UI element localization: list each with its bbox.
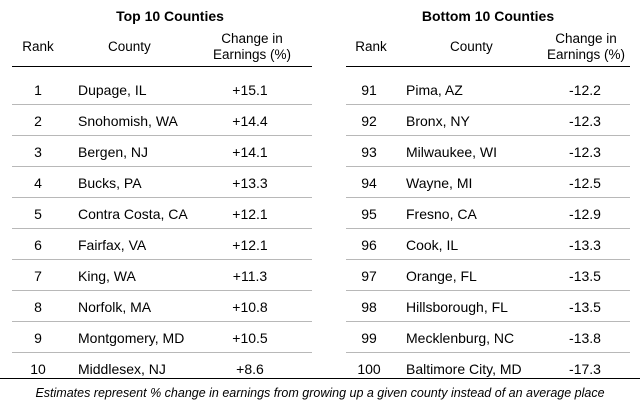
rank-cell: 91 bbox=[361, 82, 377, 98]
county-cell: Fairfax, VA bbox=[78, 237, 147, 253]
county-cell: Bergen, NJ bbox=[78, 144, 149, 160]
change-cell: +10.5 bbox=[232, 330, 268, 346]
table-row: 92 Bronx, NY -12.3 bbox=[346, 105, 630, 136]
rank-cell: 97 bbox=[361, 268, 377, 284]
county-cell: Montgomery, MD bbox=[78, 330, 185, 346]
change-cell: +14.4 bbox=[232, 113, 268, 129]
table-row: 9 Montgomery, MD +10.5 bbox=[12, 322, 312, 353]
table-row: 100 Baltimore City, MD -17.3 bbox=[346, 353, 630, 383]
table-row: 99 Mecklenburg, NC -13.8 bbox=[346, 322, 630, 353]
footnote: Estimates represent % change in earnings… bbox=[35, 386, 605, 400]
table-row: 4 Bucks, PA +13.3 bbox=[12, 167, 312, 198]
rank-cell: 95 bbox=[361, 206, 377, 222]
change-cell: -13.5 bbox=[569, 268, 601, 284]
county-cell: Hillsborough, FL bbox=[406, 299, 508, 315]
table-row: 3 Bergen, NJ +14.1 bbox=[12, 136, 312, 167]
footnote-divider bbox=[0, 378, 640, 379]
change-cell: +15.1 bbox=[232, 82, 268, 98]
change-cell: +12.1 bbox=[232, 206, 268, 222]
county-cell: Mecklenburg, NC bbox=[406, 330, 515, 346]
change-cell: +11.3 bbox=[232, 268, 268, 284]
rank-cell: 94 bbox=[361, 175, 377, 191]
rank-cell: 98 bbox=[361, 299, 377, 315]
change-cell: +13.3 bbox=[232, 175, 268, 191]
table-row: 97 Orange, FL -13.5 bbox=[346, 260, 630, 291]
table-row: 94 Wayne, MI -12.5 bbox=[346, 167, 630, 198]
rank-cell: 4 bbox=[34, 175, 42, 191]
bottom-10-title: Bottom 10 Counties bbox=[421, 8, 555, 24]
change-cell: -13.8 bbox=[569, 330, 601, 346]
change-cell: +8.6 bbox=[236, 361, 264, 377]
rank-cell: 99 bbox=[361, 330, 377, 346]
rank-cell: 1 bbox=[34, 82, 42, 98]
rank-cell: 2 bbox=[34, 113, 42, 129]
table-row: 6 Fairfax, VA +12.1 bbox=[12, 229, 312, 260]
change-cell: -12.3 bbox=[569, 144, 601, 160]
county-cell: Middlesex, NJ bbox=[78, 361, 166, 377]
change-cell: +14.1 bbox=[232, 144, 268, 160]
table-row: 7 King, WA +11.3 bbox=[12, 260, 312, 291]
rank-cell: 93 bbox=[361, 144, 377, 160]
table-row: 96 Cook, IL -13.3 bbox=[346, 229, 630, 260]
county-cell: Fresno, CA bbox=[406, 206, 477, 222]
rank-cell: 3 bbox=[34, 144, 42, 160]
top-10-header: Rank County Change in Earnings (%) bbox=[12, 28, 312, 67]
county-cell: Cook, IL bbox=[406, 237, 459, 253]
top-10-title: Top 10 Counties bbox=[116, 8, 224, 24]
change-cell: -12.2 bbox=[569, 82, 601, 98]
rank-cell: 9 bbox=[34, 330, 42, 346]
county-header: County bbox=[450, 39, 493, 54]
rank-header: Rank bbox=[22, 39, 54, 54]
rank-header: Rank bbox=[355, 39, 387, 54]
county-header: County bbox=[108, 39, 151, 54]
table-row: 8 Norfolk, MA +10.8 bbox=[12, 291, 312, 322]
county-cell: Norfolk, MA bbox=[78, 299, 152, 315]
change-cell: -12.5 bbox=[569, 175, 601, 191]
table-row: 91 Pima, AZ -12.2 bbox=[346, 74, 630, 105]
change-cell: -13.5 bbox=[569, 299, 601, 315]
top-10-rows: 1 Dupage, IL +15.1 2 Snohomish, WA +14.4 3 Berg… bbox=[12, 74, 312, 383]
county-cell: Milwaukee, WI bbox=[406, 144, 498, 160]
county-cell: Baltimore City, MD bbox=[406, 361, 522, 377]
table-row: 2 Snohomish, WA +14.4 bbox=[12, 105, 312, 136]
rank-cell: 10 bbox=[30, 361, 46, 377]
rank-cell: 8 bbox=[34, 299, 42, 315]
rank-cell: 92 bbox=[361, 113, 377, 129]
change-header: Change in Earnings (%) bbox=[212, 31, 292, 62]
county-cell: Bucks, PA bbox=[78, 175, 142, 191]
county-cell: Orange, FL bbox=[406, 268, 477, 284]
county-cell: Dupage, IL bbox=[78, 82, 147, 98]
change-cell: -12.9 bbox=[569, 206, 601, 222]
table-row: 10 Middlesex, NJ +8.6 bbox=[12, 353, 312, 383]
change-header: Change in Earnings (%) bbox=[546, 31, 626, 62]
rank-cell: 100 bbox=[357, 361, 381, 377]
table-row: 1 Dupage, IL +15.1 bbox=[12, 74, 312, 105]
table-row: 93 Milwaukee, WI -12.3 bbox=[346, 136, 630, 167]
rank-cell: 6 bbox=[34, 237, 42, 253]
rank-cell: 5 bbox=[34, 206, 42, 222]
table-row: 95 Fresno, CA -12.9 bbox=[346, 198, 630, 229]
rank-cell: 7 bbox=[34, 268, 42, 284]
table-row: 98 Hillsborough, FL -13.5 bbox=[346, 291, 630, 322]
county-cell: Contra Costa, CA bbox=[78, 206, 188, 222]
change-cell: +12.1 bbox=[232, 237, 268, 253]
change-cell: -13.3 bbox=[569, 237, 601, 253]
county-cell: Wayne, MI bbox=[406, 175, 473, 191]
bottom-10-rows: 91 Pima, AZ -12.2 92 Bronx, NY -12.3 93 Milwauk… bbox=[346, 74, 630, 383]
rank-cell: 96 bbox=[361, 237, 377, 253]
county-cell: Bronx, NY bbox=[406, 113, 470, 129]
county-cell: King, WA bbox=[78, 268, 136, 284]
county-cell: Pima, AZ bbox=[406, 82, 463, 98]
change-cell: -12.3 bbox=[569, 113, 601, 129]
change-cell: -17.3 bbox=[569, 361, 601, 377]
change-cell: +10.8 bbox=[232, 299, 268, 315]
bottom-10-header: Rank County Change in Earnings (%) bbox=[346, 28, 630, 67]
county-cell: Snohomish, WA bbox=[78, 113, 178, 129]
table-row: 5 Contra Costa, CA +12.1 bbox=[12, 198, 312, 229]
